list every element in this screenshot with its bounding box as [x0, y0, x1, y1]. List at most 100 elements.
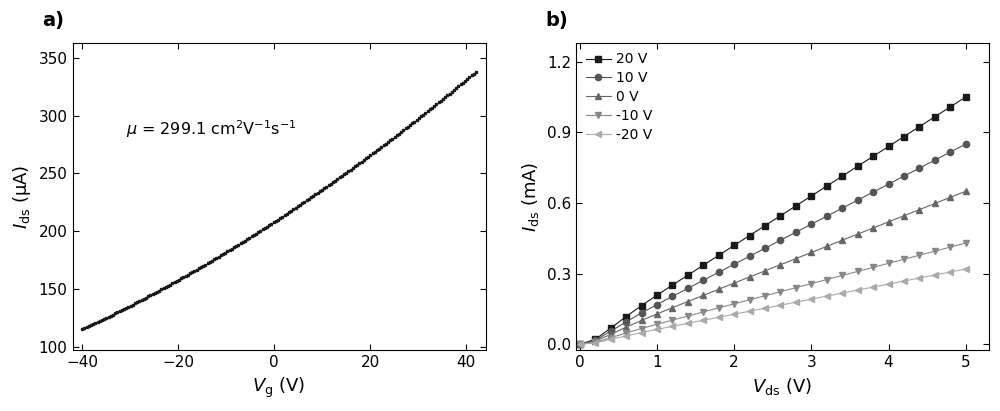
Line: -10 V: -10 V — [577, 240, 969, 348]
-20 V — [759, 306, 771, 311]
-10 V — [836, 273, 848, 278]
20 V — [728, 243, 740, 248]
-20 V — [867, 284, 879, 289]
Legend: 20 V, 10 V, 0 V, -10 V, -20 V: 20 V, 10 V, 0 V, -10 V, -20 V — [583, 50, 655, 145]
X-axis label: $V_\mathrm{ds}$ (V): $V_\mathrm{ds}$ (V) — [752, 376, 812, 397]
-10 V — [605, 335, 617, 340]
-20 V — [620, 333, 632, 338]
-20 V — [574, 342, 586, 347]
20 V — [682, 272, 694, 277]
-20 V — [790, 300, 802, 305]
20 V — [589, 337, 601, 342]
10 V — [620, 319, 632, 324]
0 V — [759, 268, 771, 273]
10 V — [898, 174, 910, 179]
10 V — [790, 230, 802, 235]
20 V — [697, 263, 709, 268]
10 V — [883, 182, 895, 187]
-10 V — [898, 257, 910, 262]
20 V — [605, 326, 617, 331]
10 V — [713, 270, 725, 275]
20 V — [852, 164, 864, 169]
10 V — [728, 262, 740, 267]
-10 V — [697, 309, 709, 314]
-20 V — [929, 272, 941, 277]
Y-axis label: $I_\mathrm{ds}$ (mA): $I_\mathrm{ds}$ (mA) — [520, 161, 541, 232]
-20 V — [697, 318, 709, 323]
-10 V — [682, 314, 694, 319]
20 V — [821, 184, 833, 189]
-10 V — [852, 269, 864, 274]
10 V — [651, 302, 663, 307]
10 V — [636, 311, 648, 316]
0 V — [574, 342, 586, 347]
-20 V — [821, 293, 833, 298]
10 V — [821, 214, 833, 219]
-10 V — [913, 253, 925, 258]
Line: 0 V: 0 V — [577, 188, 969, 348]
Line: 20 V: 20 V — [577, 94, 969, 348]
-10 V — [944, 245, 956, 249]
10 V — [589, 338, 601, 343]
10 V — [666, 294, 678, 299]
-20 V — [898, 279, 910, 284]
Text: a): a) — [42, 12, 64, 30]
10 V — [574, 342, 586, 347]
0 V — [636, 318, 648, 323]
20 V — [913, 124, 925, 129]
Text: $\mu$ = 299.1 cm$^{2}$V$^{-1}$s$^{-1}$: $\mu$ = 299.1 cm$^{2}$V$^{-1}$s$^{-1}$ — [126, 118, 297, 140]
-10 V — [589, 340, 601, 345]
10 V — [682, 286, 694, 291]
-20 V — [774, 303, 786, 308]
20 V — [898, 134, 910, 139]
20 V — [960, 95, 972, 99]
10 V — [697, 278, 709, 283]
Line: -20 V: -20 V — [577, 266, 969, 348]
-20 V — [805, 297, 817, 302]
0 V — [744, 275, 756, 279]
0 V — [898, 213, 910, 218]
10 V — [759, 246, 771, 251]
10 V — [852, 198, 864, 203]
-20 V — [589, 340, 601, 345]
20 V — [651, 293, 663, 298]
0 V — [605, 332, 617, 337]
Text: b): b) — [545, 12, 568, 30]
20 V — [666, 283, 678, 288]
20 V — [836, 174, 848, 179]
20 V — [713, 253, 725, 258]
20 V — [929, 114, 941, 119]
0 V — [805, 250, 817, 255]
-10 V — [929, 249, 941, 254]
-20 V — [636, 330, 648, 335]
-10 V — [883, 261, 895, 266]
-10 V — [651, 322, 663, 327]
-10 V — [574, 342, 586, 347]
20 V — [774, 213, 786, 218]
10 V — [805, 222, 817, 227]
-10 V — [774, 289, 786, 294]
0 V — [944, 195, 956, 200]
10 V — [913, 166, 925, 171]
-20 V — [682, 321, 694, 326]
20 V — [636, 303, 648, 308]
-20 V — [666, 324, 678, 329]
10 V — [944, 150, 956, 155]
-20 V — [713, 315, 725, 320]
-10 V — [744, 297, 756, 302]
0 V — [728, 281, 740, 286]
0 V — [913, 207, 925, 212]
10 V — [960, 142, 972, 147]
20 V — [744, 233, 756, 238]
-10 V — [821, 277, 833, 282]
-20 V — [836, 291, 848, 296]
0 V — [836, 238, 848, 243]
20 V — [620, 314, 632, 319]
-20 V — [944, 270, 956, 275]
-10 V — [960, 240, 972, 245]
-20 V — [651, 327, 663, 332]
-10 V — [759, 293, 771, 298]
10 V — [867, 190, 879, 195]
20 V — [944, 104, 956, 109]
10 V — [929, 158, 941, 163]
